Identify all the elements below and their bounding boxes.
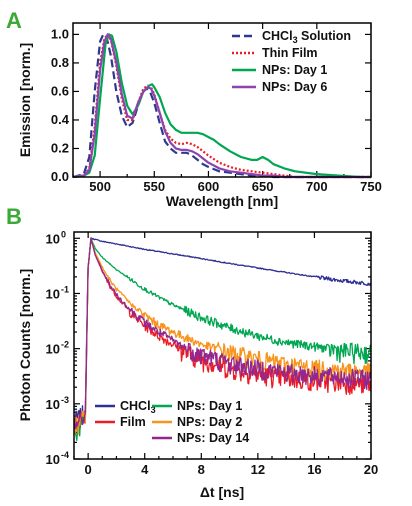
series-line-0	[73, 237, 372, 428]
x-tick-label: 4	[141, 462, 149, 477]
x-tick-label: 750	[360, 179, 382, 194]
legend-label: CHCl3 Solution	[262, 29, 351, 45]
panel-a-series	[72, 33, 371, 179]
series-line-3	[72, 33, 371, 179]
x-tick-label: 16	[307, 462, 321, 477]
y-tick-label: 0.8	[51, 55, 69, 70]
y-tick-label: 0.2	[51, 140, 69, 155]
y-tick-label: 0.4	[51, 112, 70, 127]
panel-b-label: B	[6, 204, 22, 229]
y-tick-exponent: -3	[61, 395, 69, 405]
x-tick-label: 500	[89, 179, 111, 194]
panel-a-x-tick-labels: 500 550 600 650 700 750	[89, 179, 382, 194]
x-tick-label: 550	[143, 179, 165, 194]
legend-label: Thin Film	[262, 46, 318, 60]
y-tick-label: 10	[46, 452, 60, 467]
y-tick-label: 0.6	[51, 83, 69, 98]
series-line-2	[72, 33, 371, 179]
legend-label: NPs: Day 2	[177, 415, 242, 429]
y-tick-label: 10	[46, 286, 60, 301]
y-tick-label: 10	[46, 342, 60, 357]
x-tick-label: 0	[85, 462, 92, 477]
panel-b-frame	[73, 231, 372, 460]
legend-label: NPs: Day 1	[177, 399, 242, 413]
y-tick-exponent: -2	[61, 340, 69, 350]
x-tick-label: 700	[306, 179, 328, 194]
series-line-2	[73, 237, 372, 442]
legend-label: NPs: Day 14	[177, 431, 249, 445]
panel-a-frame	[72, 22, 372, 178]
x-tick-label: 12	[251, 462, 265, 477]
legend-label: NPs: Day 1	[262, 63, 327, 77]
panel-a-x-label: Wavelength [nm]	[166, 193, 278, 209]
legend-label: Film	[120, 415, 146, 429]
panel-a-y-tick-labels: 0.0 0.2 0.4 0.6 0.8 1.0	[51, 26, 70, 184]
panel-a-label: A	[6, 8, 22, 33]
series-line-0	[72, 33, 371, 179]
y-tick-exponent: 0	[61, 229, 66, 239]
panel-b-y-label: Photon Counts [norm.]	[17, 269, 33, 421]
x-tick-label: 20	[364, 462, 378, 477]
y-tick-label: 10	[46, 231, 60, 246]
x-tick-label: 650	[252, 179, 274, 194]
y-tick-exponent: -1	[61, 284, 69, 294]
panel-b-x-tick-labels: 0 4 8 12 16 20	[85, 462, 379, 477]
panel-a-y-label: Emission [norm.]	[17, 43, 33, 157]
x-tick-label: 8	[198, 462, 205, 477]
y-tick-exponent: -4	[61, 450, 69, 460]
panel-a: A 500 550 600 650 700 750 0.00.20.40.60.81.0 …	[6, 8, 382, 209]
legend-label: NPs: Day 6	[262, 80, 327, 94]
legend-label: CHCl3	[120, 399, 156, 415]
panel-b-series	[73, 237, 372, 442]
y-tick-label: 1.0	[51, 26, 69, 41]
panel-b-x-label: Δt [ns]	[200, 484, 244, 500]
y-tick-label: 10	[46, 397, 60, 412]
y-tick-label: 0.0	[51, 169, 69, 184]
series-line-4	[73, 237, 372, 430]
x-tick-label: 600	[198, 179, 220, 194]
